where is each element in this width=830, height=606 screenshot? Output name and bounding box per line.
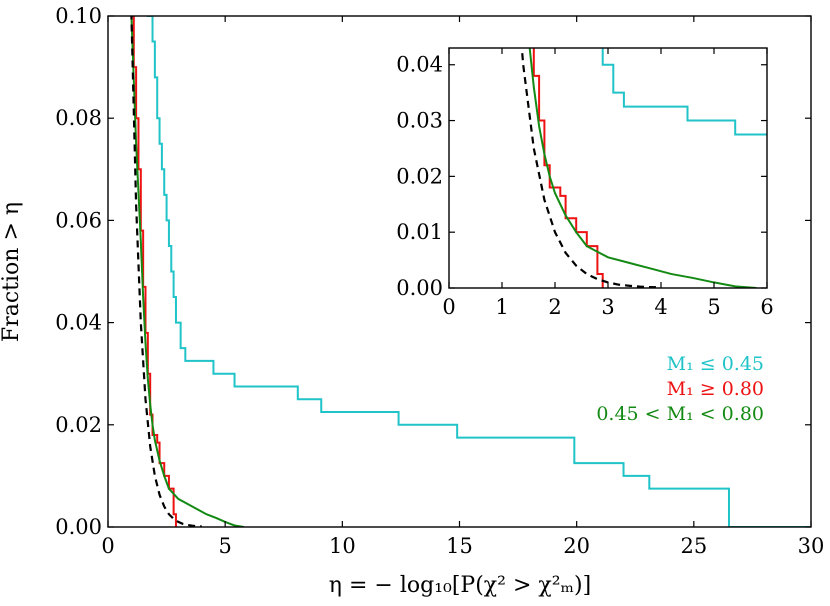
main-y-tick-label: 0.10 [55, 4, 102, 28]
main-y-tick-label: 0.06 [55, 208, 102, 232]
inset-x-tick-label: 3 [601, 295, 614, 319]
inset-y-tick-label: 0.00 [396, 276, 443, 300]
main-series-1 [130, 16, 177, 527]
inset-x-tick-label: 4 [654, 295, 667, 319]
main-y-tick-label: 0.08 [55, 106, 102, 130]
main-x-tick-label: 25 [680, 534, 707, 558]
main-x-tick-label: 5 [218, 534, 231, 558]
inset-y-tick-label: 0.02 [396, 164, 443, 188]
inset-series-group [520, 48, 767, 288]
main-x-tick-label: 10 [329, 534, 356, 558]
main-series-3 [130, 16, 202, 527]
main-y-tick-label: 0.04 [55, 311, 102, 335]
main-y-tick-label: 0.00 [55, 515, 102, 539]
legend: M₁ ≤ 0.45 M₁ ≥ 0.80 0.45 < M₁ < 0.80 [596, 353, 764, 425]
inset-x-tick-label: 0 [442, 295, 455, 319]
main-series-group [130, 16, 811, 527]
main-x-tick-label: 15 [446, 534, 473, 558]
y-axis-label: Fraction > η [0, 202, 24, 342]
legend-entry-high-mass: M₁ ≥ 0.80 [667, 378, 764, 400]
inset-panel: 0 1 2 3 4 5 6 0.00 0.01 0.02 0.03 0.04 [396, 47, 774, 319]
inset-y-tick-label: 0.04 [396, 53, 443, 77]
inset-ticks: 0 1 2 3 4 5 6 0.00 0.01 0.02 0.03 0.04 [396, 48, 774, 319]
main-x-tick-label: 0 [101, 534, 114, 558]
inset-y-tick-label: 0.01 [396, 220, 443, 244]
main-y-tick-label: 0.02 [55, 413, 102, 437]
inset-x-tick-label: 2 [548, 295, 561, 319]
inset-x-tick-label: 5 [707, 295, 720, 319]
inset-series-1 [532, 48, 604, 288]
inset-background [449, 48, 767, 288]
inset-series-0 [601, 48, 767, 136]
legend-entry-low-mass: M₁ ≤ 0.45 [667, 353, 764, 375]
x-axis-label: η = − log₁₀[P(χ² > χ²ₘ)] [329, 573, 591, 598]
inset-y-tick-label: 0.03 [396, 109, 443, 133]
main-panel: 0 5 10 15 20 25 300.000.020.040.060.080.10 η =… [0, 4, 824, 598]
inset-x-tick-label: 6 [760, 295, 773, 319]
main-series-0 [146, 16, 811, 527]
main-ticks: 0 5 10 15 20 25 300.000.020.040.060.080.10 [55, 4, 824, 558]
inset-x-tick-label: 1 [495, 295, 508, 319]
inset-series-2 [528, 48, 757, 288]
inset-series-3 [520, 48, 662, 288]
main-series-2 [130, 16, 245, 527]
legend-entry-mid-mass: 0.45 < M₁ < 0.80 [596, 403, 764, 425]
main-x-tick-label: 30 [798, 534, 825, 558]
main-x-tick-label: 20 [563, 534, 590, 558]
